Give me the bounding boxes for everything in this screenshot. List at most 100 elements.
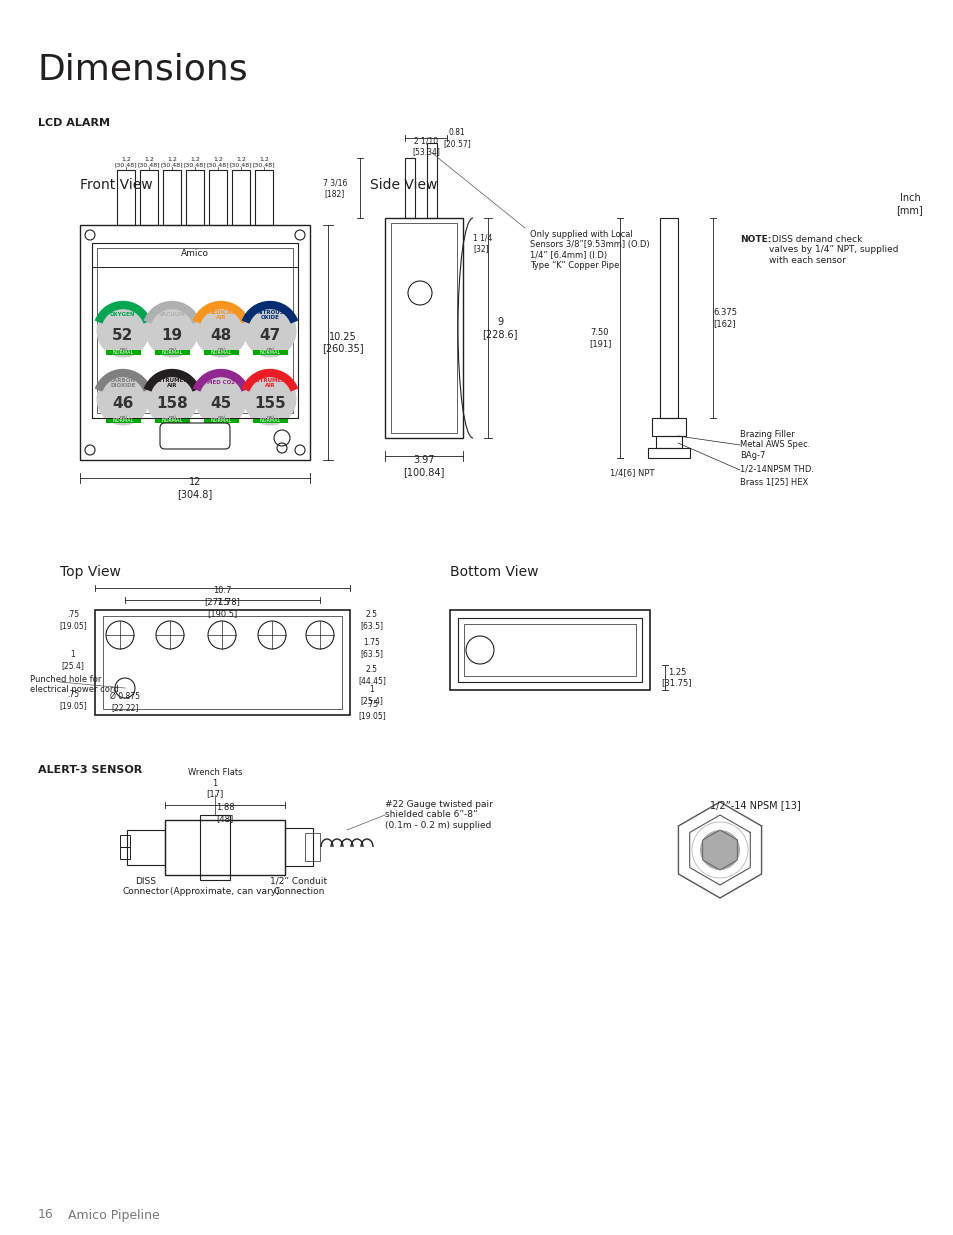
Text: ALERT-3 SENSOR: ALERT-3 SENSOR — [38, 764, 142, 776]
Bar — [204, 350, 239, 354]
Text: 2.5
[44.45]: 2.5 [44.45] — [357, 666, 386, 684]
Bar — [391, 224, 456, 433]
Text: Front View: Front View — [80, 178, 152, 191]
Text: Wrench Flats
1
[17]: Wrench Flats 1 [17] — [188, 768, 242, 798]
Bar — [154, 417, 190, 424]
Text: VACUUM: VACUUM — [158, 312, 185, 317]
Bar — [200, 815, 230, 881]
Text: .75
[19.05]: .75 [19.05] — [357, 700, 385, 720]
Bar — [209, 170, 227, 225]
Text: Amico: Amico — [181, 249, 209, 258]
Text: 7.5
[190.5]: 7.5 [190.5] — [207, 598, 237, 618]
Text: CARBON
DIOXIDE: CARBON DIOXIDE — [110, 378, 136, 388]
Text: 1.2
[30.48]: 1.2 [30.48] — [207, 157, 229, 168]
Text: 1.2
[30.48]: 1.2 [30.48] — [160, 157, 183, 168]
Text: DISS demand check
valves by 1/4” NPT, supplied
with each sensor: DISS demand check valves by 1/4” NPT, su… — [768, 235, 898, 264]
Bar — [204, 417, 239, 424]
Text: NORMAL: NORMAL — [161, 351, 182, 356]
Text: 0.81
[20.57]: 0.81 [20.57] — [442, 128, 471, 148]
Text: 47: 47 — [259, 327, 280, 342]
Text: psi: psi — [217, 347, 225, 352]
Circle shape — [97, 373, 149, 425]
Bar — [405, 158, 415, 219]
Bar — [253, 417, 288, 424]
Text: 16: 16 — [38, 1209, 53, 1221]
Bar — [186, 170, 204, 225]
Text: 52: 52 — [112, 327, 133, 342]
Text: 2.5
[63.5]: 2.5 [63.5] — [360, 610, 383, 630]
Text: 12
[304.8]: 12 [304.8] — [177, 477, 213, 499]
Bar — [651, 417, 685, 436]
Text: .75
[19.05]: .75 [19.05] — [59, 690, 87, 710]
Bar — [106, 417, 141, 424]
Text: NITROUS
OXIDE: NITROUS OXIDE — [255, 310, 284, 320]
Text: Amico Pipeline: Amico Pipeline — [68, 1209, 159, 1221]
Text: psi: psi — [119, 415, 127, 420]
Circle shape — [244, 305, 295, 357]
Text: 1.2
[30.48]: 1.2 [30.48] — [137, 157, 160, 168]
Text: 10.7
[271.78]: 10.7 [271.78] — [204, 587, 240, 605]
Circle shape — [194, 373, 247, 425]
Bar — [127, 830, 165, 864]
Bar — [97, 248, 293, 412]
Text: 1/2” Conduit
Connection: 1/2” Conduit Connection — [270, 877, 327, 897]
Text: 1 1/4
[32]: 1 1/4 [32] — [473, 233, 492, 253]
Text: 1.2
[30.48]: 1.2 [30.48] — [114, 157, 137, 168]
Text: Dimensions: Dimensions — [38, 52, 249, 86]
Text: Punched hole for
electrical power cord: Punched hole for electrical power cord — [30, 676, 118, 694]
Text: 1.2
[30.48]: 1.2 [30.48] — [230, 157, 252, 168]
Circle shape — [146, 305, 198, 357]
Text: 1/2”-14 NPSM [13]: 1/2”-14 NPSM [13] — [709, 800, 800, 810]
Circle shape — [97, 305, 149, 357]
Bar — [95, 610, 350, 715]
Text: Ø 0.875
[22.22]: Ø 0.875 [22.22] — [110, 693, 140, 711]
Text: 46: 46 — [112, 395, 133, 410]
Circle shape — [146, 373, 198, 425]
Text: NORMAL: NORMAL — [211, 351, 232, 356]
Text: 1/2-14NPSM THD.: 1/2-14NPSM THD. — [740, 466, 813, 474]
Text: psi: psi — [217, 415, 225, 420]
Text: Bottom View: Bottom View — [450, 564, 537, 579]
Text: NORMAL: NORMAL — [259, 419, 280, 424]
Text: OXYGEN: OXYGEN — [111, 312, 135, 317]
Bar — [656, 436, 681, 448]
Text: NORMAL: NORMAL — [259, 351, 280, 356]
Bar — [427, 143, 436, 219]
Text: 6.375
[162]: 6.375 [162] — [712, 309, 737, 327]
Text: Brazing Filler
Metal AWS Spec.
BAg-7: Brazing Filler Metal AWS Spec. BAg-7 — [740, 430, 809, 459]
Text: 48: 48 — [211, 327, 232, 342]
Text: 1
[25.4]: 1 [25.4] — [62, 651, 85, 669]
Text: NORMAL: NORMAL — [161, 419, 182, 424]
Bar — [163, 170, 181, 225]
Text: psi: psi — [266, 415, 274, 420]
Text: 2 1/10
[53.34]: 2 1/10 [53.34] — [412, 136, 439, 156]
Text: 1.2
[30.48]: 1.2 [30.48] — [253, 157, 275, 168]
Bar — [232, 170, 250, 225]
Bar — [165, 820, 285, 876]
Text: 1
[25.4]: 1 [25.4] — [360, 685, 383, 705]
Circle shape — [705, 836, 733, 864]
Text: #22 Gauge twisted pair
shielded cable 6”-8”
(0.1m - 0.2 m) supplied: #22 Gauge twisted pair shielded cable 6”… — [385, 800, 493, 830]
Text: 3.97
[100.84]: 3.97 [100.84] — [403, 456, 444, 477]
Text: 7.50
[191]: 7.50 [191] — [588, 329, 611, 348]
Bar — [450, 610, 649, 690]
Text: 1.2
[30.48]: 1.2 [30.48] — [184, 157, 206, 168]
Text: Brass 1[25] HEX: Brass 1[25] HEX — [740, 477, 807, 487]
Bar — [103, 616, 341, 709]
FancyBboxPatch shape — [160, 424, 230, 450]
Text: Only supplied with Local
Sensors 3/8”[9.53mm] (O.D)
1/4” [6.4mm] (I.D)
Type “K” : Only supplied with Local Sensors 3/8”[9.… — [530, 230, 649, 270]
Text: 9
[228.6]: 9 [228.6] — [482, 317, 517, 338]
Text: Top View: Top View — [60, 564, 121, 579]
Text: 155: 155 — [253, 395, 286, 410]
Text: NORMAL: NORMAL — [112, 351, 133, 356]
Bar — [659, 219, 678, 417]
Text: Side View: Side View — [370, 178, 436, 191]
Text: Inch
[mm]: Inch [mm] — [896, 193, 923, 215]
Text: 10.25
[260.35]: 10.25 [260.35] — [322, 332, 363, 353]
Bar — [305, 832, 319, 861]
Text: NORMAL: NORMAL — [211, 419, 232, 424]
Text: LCD ALARM: LCD ALARM — [38, 119, 110, 128]
Bar — [457, 618, 641, 682]
Bar — [120, 835, 130, 847]
Bar — [254, 170, 273, 225]
